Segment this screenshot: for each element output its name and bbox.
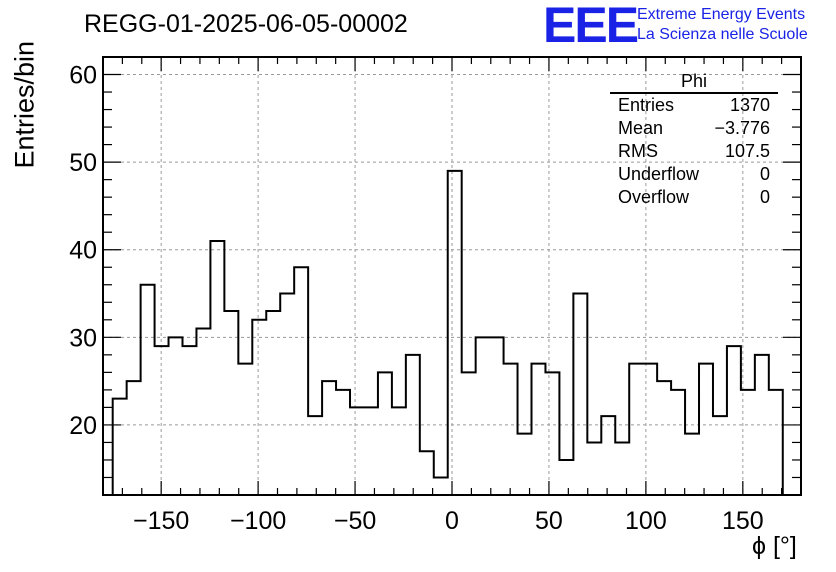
stats-value: 0 xyxy=(759,164,770,184)
stats-value: 1370 xyxy=(729,95,770,115)
y-tick-label: 30 xyxy=(69,324,97,352)
logo-line-2: La Scienza nelle Scuole xyxy=(637,26,808,43)
x-tick-label: −150 xyxy=(133,507,189,535)
axis-ticks xyxy=(103,56,801,495)
y-axis-label: Entries/bin xyxy=(9,40,40,169)
chart-title: REGG-01-2025-06-05-00002 xyxy=(84,10,408,38)
stats-title: Phi xyxy=(610,72,778,94)
stats-value: 0 xyxy=(759,187,770,207)
stats-label: Mean xyxy=(618,118,664,138)
x-tick-label: 100 xyxy=(625,507,667,535)
x-tick-label: 0 xyxy=(445,507,459,535)
y-tick-label: 40 xyxy=(69,237,97,265)
stats-value: −3.776 xyxy=(714,118,770,138)
stats-label: Underflow xyxy=(618,164,700,184)
y-tick-labels: 20 30 40 50 60 xyxy=(69,62,97,440)
stats-row: RMS 107.5 xyxy=(610,140,778,163)
stats-row: Underflow 0 xyxy=(610,163,778,186)
stats-label: Entries xyxy=(618,95,675,115)
y-tick-label: 20 xyxy=(69,412,97,440)
x-tick-label: −100 xyxy=(230,507,286,535)
stats-row: Overflow 0 xyxy=(610,186,778,209)
stats-box: Phi Entries 1370 Mean −3.776 RMS 107.5 Unde… xyxy=(610,72,778,209)
stats-label: Overflow xyxy=(618,187,690,207)
y-tick-label: 60 xyxy=(69,62,97,90)
x-tick-labels: −150 −100 −50 0 50 100 150 xyxy=(133,507,764,535)
grid-lines xyxy=(103,57,801,495)
eee-logo: EEE xyxy=(543,0,639,53)
x-tick-label: −50 xyxy=(334,507,376,535)
x-tick-label: 150 xyxy=(722,507,764,535)
y-tick-label: 50 xyxy=(69,149,97,177)
histogram-line xyxy=(111,169,784,495)
stats-value: 107.5 xyxy=(724,141,770,161)
logo-line-1: Extreme Energy Events xyxy=(637,6,806,23)
x-tick-label: 50 xyxy=(535,507,563,535)
stats-row: Mean −3.776 xyxy=(610,117,778,140)
stats-row: Entries 1370 xyxy=(610,94,778,117)
stats-label: RMS xyxy=(618,141,658,161)
x-axis-label: ϕ [°] xyxy=(752,532,797,560)
